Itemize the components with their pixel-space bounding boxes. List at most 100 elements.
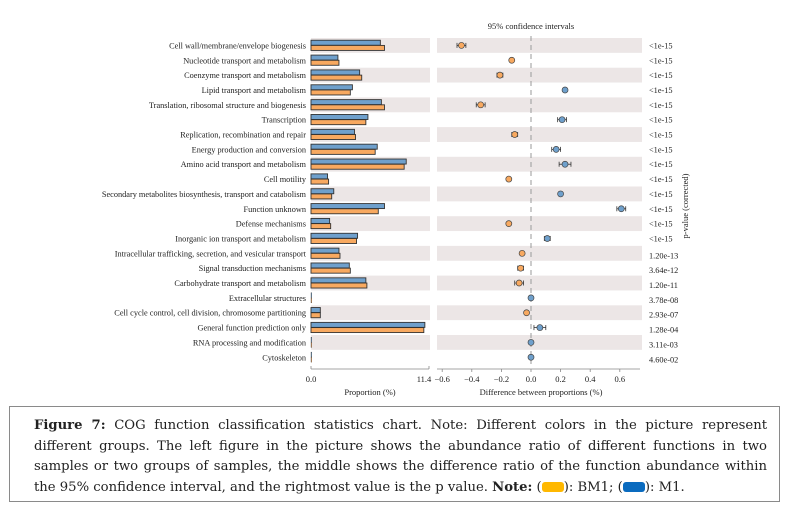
category-label: Transcription — [262, 116, 307, 125]
legend-swatch-m1 — [622, 481, 645, 492]
bar-m1 — [310, 158, 407, 165]
ci-point-m1 — [558, 116, 566, 124]
proportion-axis: 0.0 11.4 Proportion (%) — [306, 366, 432, 397]
bar-bm1 — [310, 163, 405, 170]
ci-point-m1 — [527, 294, 535, 302]
bar-m1 — [310, 277, 367, 284]
bar-bm1 — [310, 119, 367, 126]
ci-tick-label: 0.4 — [585, 374, 596, 384]
ci-tick-label: −0.4 — [464, 374, 480, 384]
ci-tick-label: −0.6 — [434, 374, 449, 384]
row-stripe — [437, 186, 642, 202]
ci-point-bm1 — [517, 264, 524, 272]
ci-point-m1 — [557, 190, 564, 198]
category-label: Translation, ribosomal structure and bio… — [149, 101, 306, 110]
bar-bm1 — [310, 267, 351, 274]
caption-label: Figure 7: — [34, 418, 106, 433]
bar-m1 — [310, 128, 355, 135]
ci-point-bm1 — [477, 101, 485, 109]
bar-bm1 — [310, 148, 376, 155]
category-label: Intracellular trafficking, secretion, an… — [115, 249, 307, 258]
p-value: 3.64e-12 — [649, 266, 678, 275]
caption-text: COG function classification statistics c… — [34, 418, 767, 495]
ci-point-m1 — [561, 86, 569, 94]
category-label: Secondary metabolites biosynthesis, tran… — [102, 190, 307, 199]
bar-tick-label: 11.4 — [417, 374, 432, 384]
p-value: <1e-15 — [649, 205, 673, 214]
bar-m1 — [310, 188, 335, 195]
p-value: <1e-15 — [649, 101, 673, 110]
bar-m1 — [310, 54, 339, 61]
row-stripe — [437, 97, 642, 113]
ci-point-m1 — [527, 353, 535, 361]
ci-point-bm1 — [515, 279, 523, 287]
row-stripe — [437, 335, 642, 350]
p-value: 2.93e-07 — [649, 311, 678, 320]
row-stripe — [311, 335, 430, 350]
row-stripe — [437, 38, 642, 53]
ci-point-m1 — [617, 205, 625, 213]
caption-legend-bm1: ): BM1; ( — [563, 479, 623, 495]
ci-point-bm1 — [458, 42, 465, 49]
ci-title: 95% confidence intervals — [488, 21, 574, 31]
bar-bm1 — [310, 74, 363, 81]
row-stripe — [437, 216, 642, 232]
ci-tick-label: −0.2 — [494, 374, 509, 384]
bar-bm1 — [310, 193, 333, 200]
ci-point-m1 — [552, 146, 560, 153]
figure-caption: Figure 7: COG function classification st… — [9, 406, 780, 502]
confidence-interval-panel: 95% confidence intervals — [488, 21, 574, 364]
caption-legend-open: ( — [532, 479, 542, 495]
bar-bm1 — [310, 104, 385, 111]
row-stripe — [311, 305, 430, 321]
ci-tick-label: 0.6 — [614, 374, 625, 384]
row-stripes — [311, 38, 642, 350]
bar-m1 — [310, 337, 312, 343]
bar-bm1 — [310, 134, 356, 140]
bar-tick-label: 0.0 — [306, 374, 317, 384]
bar-bm1 — [310, 252, 341, 259]
bar-bm1 — [310, 59, 340, 66]
bar-m1 — [310, 173, 329, 180]
caption-note-label: Note: — [492, 479, 533, 495]
bar-bm1 — [310, 238, 357, 244]
bar-bm1 — [310, 178, 330, 185]
ci-points — [456, 42, 627, 361]
bar-m1 — [310, 247, 340, 254]
bar-bm1 — [310, 44, 385, 51]
p-value: <1e-15 — [649, 131, 673, 140]
bar-m1 — [310, 321, 426, 328]
ci-point-bm1 — [505, 220, 513, 227]
category-label: Carbohydrate transport and metabolism — [174, 279, 306, 288]
bar-m1 — [310, 203, 385, 210]
category-label: Defense mechanisms — [236, 220, 306, 229]
bar-m1 — [310, 232, 359, 239]
bar-m1 — [310, 99, 382, 106]
bar-bm1 — [310, 327, 425, 334]
ci-tick-label: 0.0 — [526, 374, 537, 384]
category-label: Replication, recombination and repair — [180, 131, 306, 140]
bar-axis-title: Proportion (%) — [344, 387, 395, 397]
category-label: Cell motility — [264, 175, 307, 184]
bar-m1 — [310, 69, 361, 76]
row-stripe — [437, 305, 642, 321]
category-label: Signal transduction mechanisms — [199, 264, 306, 273]
p-value: <1e-15 — [649, 190, 673, 199]
row-stripe — [311, 186, 430, 202]
category-label: Nucleotide transport and metabolism — [183, 56, 306, 65]
category-label: Amino acid transport and metabolism — [181, 160, 307, 169]
p-value: <1e-15 — [649, 86, 673, 95]
category-label: Inorganic ion transport and metabolism — [175, 234, 306, 243]
ci-point-m1 — [561, 160, 569, 168]
p-value: <1e-15 — [649, 116, 673, 125]
bar-bm1 — [310, 312, 321, 319]
caption-legend-m1: ): M1. — [644, 479, 685, 495]
p-value: <1e-15 — [649, 160, 673, 169]
row-stripe — [311, 216, 430, 232]
ci-point-bm1 — [505, 175, 513, 183]
p-value: <1e-15 — [649, 71, 673, 80]
p-value: <1e-15 — [649, 145, 673, 154]
bar-bm1 — [310, 282, 368, 289]
p-value: 1.20e-11 — [649, 281, 678, 290]
p-value: <1e-15 — [649, 175, 673, 184]
